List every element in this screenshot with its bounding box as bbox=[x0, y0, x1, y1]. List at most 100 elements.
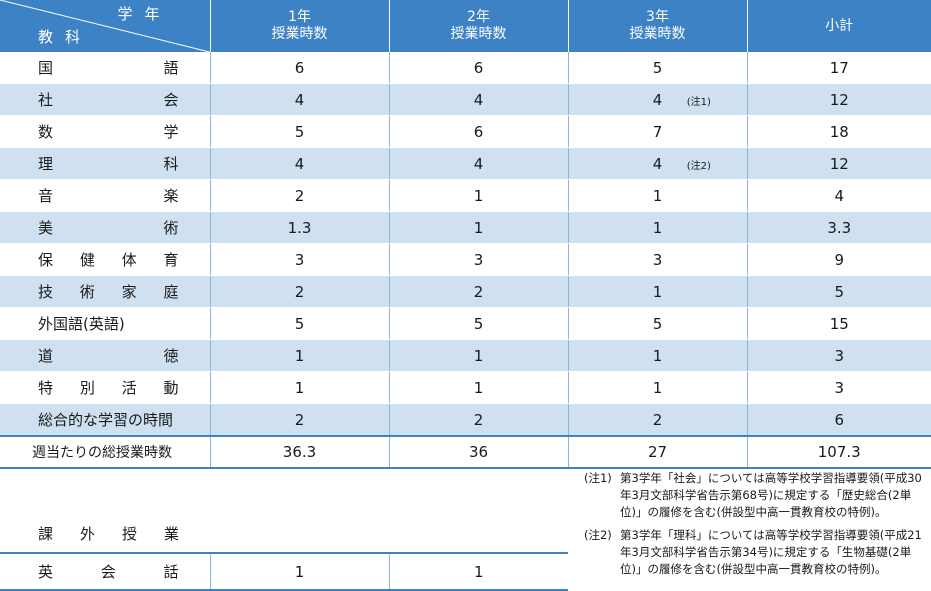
hours-y2: 1 bbox=[389, 339, 569, 372]
footnote-label: (注2) bbox=[584, 528, 612, 542]
hours-y1: 3 bbox=[210, 243, 390, 276]
note-marker: (注1) bbox=[686, 96, 711, 108]
table-row: 技術家庭 2 2 1 5 bbox=[0, 275, 931, 308]
hours-subtotal: 12 bbox=[747, 147, 931, 180]
table-row: 理科 4 4 4 (注2) 12 bbox=[0, 147, 931, 180]
extracurricular-heading: 課外授業 bbox=[0, 514, 210, 554]
corner-bottom-label: 教科 bbox=[38, 28, 93, 46]
hours-subtotal: 3 bbox=[747, 371, 931, 404]
hours-y1: 2 bbox=[210, 403, 390, 437]
hours-y2: 1 bbox=[389, 179, 569, 212]
hours-y1: 2 bbox=[210, 179, 390, 212]
header-row: 学年 教科 1年 授業時数 2年 授業時数 3年 授業時数 小計 bbox=[0, 0, 931, 52]
subject-name: 数学 bbox=[0, 115, 211, 148]
hours-y1: 2 bbox=[210, 275, 390, 308]
table-row: 保健体育 3 3 3 9 bbox=[0, 243, 931, 276]
extracurricular-heading-row: 課外授業 bbox=[0, 514, 568, 554]
hours-y1: 4 bbox=[210, 147, 390, 180]
subject-name: 特別活動 bbox=[0, 371, 211, 404]
hours-y3: 4 (注2) bbox=[568, 147, 748, 180]
hours-y1: 1.3 bbox=[210, 211, 390, 244]
hours-subtotal: 18 bbox=[747, 115, 931, 148]
total-y3: 27 bbox=[568, 435, 748, 469]
extracurricular-y1: 1 bbox=[210, 553, 390, 591]
hours-y1: 4 bbox=[210, 83, 390, 116]
table-row: 総合的な学習の時間 2 2 2 6 bbox=[0, 403, 931, 437]
subject-name: 国語 bbox=[0, 52, 211, 84]
table-row: 社会 4 4 4 (注1) 12 bbox=[0, 83, 931, 116]
table-row: 美術 1.3 1 1 3.3 bbox=[0, 211, 931, 244]
hours-y3: 1 bbox=[568, 179, 748, 212]
hours-y2: 4 bbox=[389, 147, 569, 180]
hours-y1: 5 bbox=[210, 307, 390, 340]
hours-y3: 5 bbox=[568, 307, 748, 340]
table-row: 特別活動 1 1 1 3 bbox=[0, 371, 931, 404]
hours-y3: 5 bbox=[568, 52, 748, 84]
hours-y3: 1 bbox=[568, 211, 748, 244]
hours-y3: 3 bbox=[568, 243, 748, 276]
table-row: 道徳 1 1 1 3 bbox=[0, 339, 931, 372]
hours-subtotal: 3 bbox=[747, 339, 931, 372]
hours-y2: 1 bbox=[389, 211, 569, 244]
total-subtotal: 107.3 bbox=[747, 435, 931, 469]
footnote-label: (注1) bbox=[584, 471, 612, 485]
corner-top-label: 学年 bbox=[117, 5, 172, 23]
hours-y3: 1 bbox=[568, 371, 748, 404]
table-row: 数学 5 6 7 18 bbox=[0, 115, 931, 148]
subject-name: 保健体育 bbox=[0, 243, 211, 276]
hours-subtotal: 5 bbox=[747, 275, 931, 308]
footnote-text: 第3学年「社会」については高等学校学習指導要領(平成30年3月文部科学省告示第6… bbox=[620, 471, 922, 519]
diagonal-divider bbox=[0, 0, 209, 52]
hours-y3: 7 bbox=[568, 115, 748, 148]
total-y1: 36.3 bbox=[210, 435, 390, 469]
hours-y2: 2 bbox=[389, 403, 569, 437]
hours-subtotal: 6 bbox=[747, 403, 931, 437]
total-label: 週当たりの総授業時数 bbox=[0, 435, 211, 469]
hours-subtotal: 12 bbox=[747, 83, 931, 116]
corner-header: 学年 教科 bbox=[0, 0, 211, 52]
extracurricular-subject: 英会話 bbox=[0, 553, 211, 591]
extracurricular-y2: 1 bbox=[389, 553, 568, 591]
subject-name: 技術家庭 bbox=[0, 275, 211, 308]
hours-y2: 3 bbox=[389, 243, 569, 276]
hours-y3: 2 bbox=[568, 403, 748, 437]
hours-subtotal: 4 bbox=[747, 179, 931, 212]
subject-name: 社会 bbox=[0, 83, 211, 116]
col-header-y2: 2年 授業時数 bbox=[389, 0, 569, 52]
hours-y2: 6 bbox=[389, 115, 569, 148]
hours-subtotal: 17 bbox=[747, 52, 931, 84]
hours-subtotal: 3.3 bbox=[747, 211, 931, 244]
col-header-y3: 3年 授業時数 bbox=[568, 0, 748, 52]
note-marker: (注2) bbox=[686, 160, 711, 172]
extracurricular-table: 課外授業 英会話 1 1 bbox=[0, 514, 568, 591]
subject-name: 美術 bbox=[0, 211, 211, 244]
table-row: 外国語(英語) 5 5 5 15 bbox=[0, 307, 931, 340]
hours-y2: 4 bbox=[389, 83, 569, 116]
hours-y1: 5 bbox=[210, 115, 390, 148]
subject-name: 外国語(英語) bbox=[0, 307, 211, 340]
hours-y1: 1 bbox=[210, 371, 390, 404]
hours-subtotal: 9 bbox=[747, 243, 931, 276]
hours-y2: 5 bbox=[389, 307, 569, 340]
total-y2: 36 bbox=[389, 435, 569, 469]
footnote-text: 第3学年「理科」については高等学校学習指導要領(平成21年3月文部科学省告示第3… bbox=[620, 528, 922, 576]
footnote-2: (注2) 第3学年「理科」については高等学校学習指導要領(平成21年3月文部科学… bbox=[584, 527, 926, 578]
timetable: 学年 教科 1年 授業時数 2年 授業時数 3年 授業時数 小計 国語 6 6 5 17 社会 4… bbox=[0, 0, 931, 469]
subject-name: 総合的な学習の時間 bbox=[0, 403, 211, 437]
hours-y3: 4 (注1) bbox=[568, 83, 748, 116]
hours-y2: 6 bbox=[389, 52, 569, 84]
hours-y2: 2 bbox=[389, 275, 569, 308]
footnote-1: (注1) 第3学年「社会」については高等学校学習指導要領(平成30年3月文部科学… bbox=[584, 470, 926, 521]
subject-name: 理科 bbox=[0, 147, 211, 180]
footnotes: (注1) 第3学年「社会」については高等学校学習指導要領(平成30年3月文部科学… bbox=[584, 470, 926, 584]
hours-y2: 1 bbox=[389, 371, 569, 404]
table-row: 音楽 2 1 1 4 bbox=[0, 179, 931, 212]
hours-subtotal: 15 bbox=[747, 307, 931, 340]
hours-y3: 1 bbox=[568, 339, 748, 372]
extracurricular-row: 英会話 1 1 bbox=[0, 553, 568, 591]
subject-name: 音楽 bbox=[0, 179, 211, 212]
hours-y1: 6 bbox=[210, 52, 390, 84]
col-header-subtotal: 小計 bbox=[747, 0, 931, 52]
hours-y1: 1 bbox=[210, 339, 390, 372]
subject-name: 道徳 bbox=[0, 339, 211, 372]
